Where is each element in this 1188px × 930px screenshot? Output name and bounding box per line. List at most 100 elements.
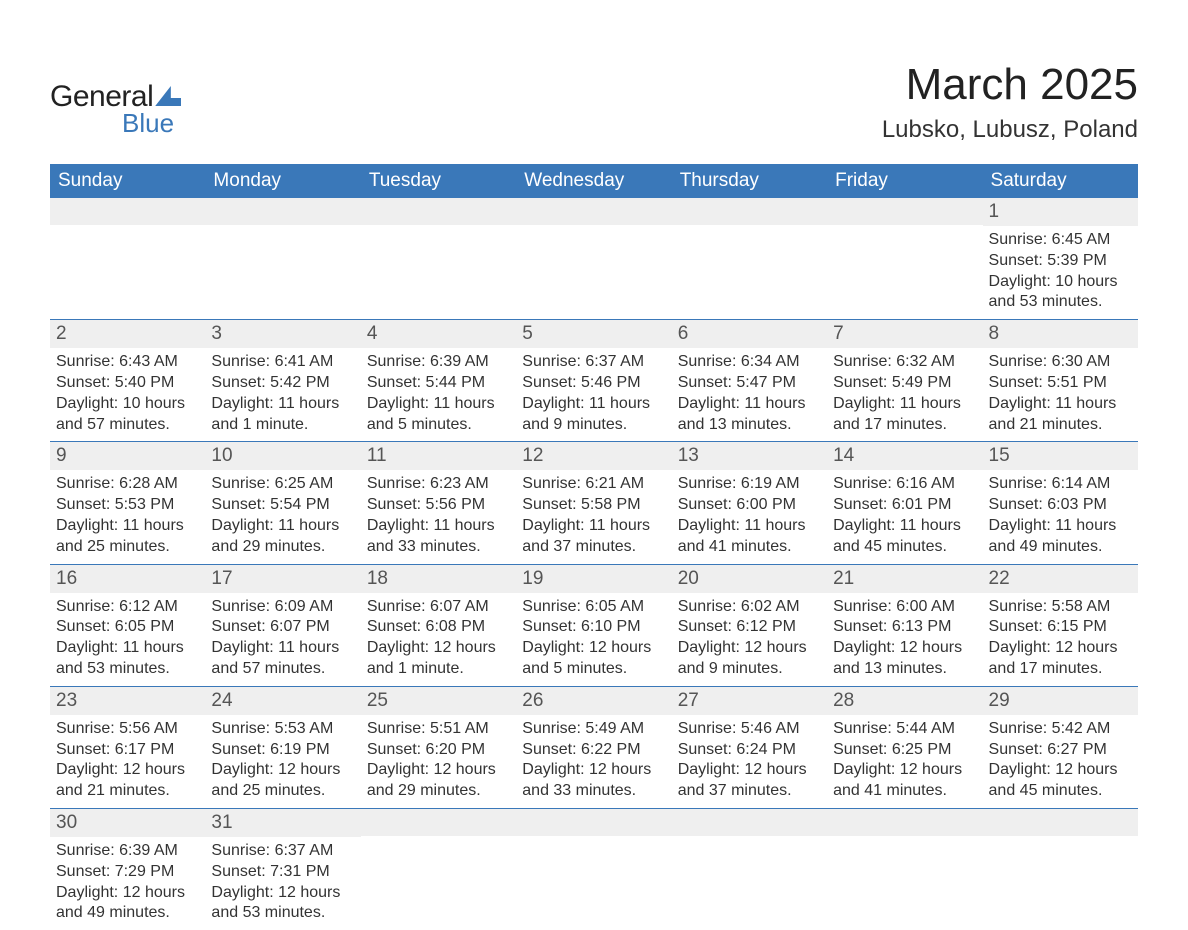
daylight-text: Daylight: 12 hours and 17 minutes.: [989, 638, 1132, 680]
sunset-text: Sunset: 5:58 PM: [522, 495, 665, 516]
day-data: Sunrise: 6:23 AMSunset: 5:56 PMDaylight:…: [361, 470, 516, 563]
day-data: Sunrise: 6:25 AMSunset: 5:54 PMDaylight:…: [205, 470, 360, 563]
calendar-day: 7Sunrise: 6:32 AMSunset: 5:49 PMDaylight…: [827, 320, 982, 441]
daylight-text: Daylight: 11 hours and 45 minutes.: [833, 516, 976, 558]
logo-shape-icon: [155, 86, 181, 106]
sunset-text: Sunset: 5:49 PM: [833, 373, 976, 394]
day-data: [672, 836, 827, 846]
calendar-week: 9Sunrise: 6:28 AMSunset: 5:53 PMDaylight…: [50, 441, 1138, 563]
sunset-text: Sunset: 6:00 PM: [678, 495, 821, 516]
daylight-text: Daylight: 12 hours and 45 minutes.: [989, 760, 1132, 802]
daylight-text: Daylight: 11 hours and 33 minutes.: [367, 516, 510, 558]
day-number: 2: [50, 320, 205, 348]
day-number: [205, 198, 360, 225]
calendar-day: 25Sunrise: 5:51 AMSunset: 6:20 PMDayligh…: [361, 687, 516, 808]
day-data: Sunrise: 6:34 AMSunset: 5:47 PMDaylight:…: [672, 348, 827, 441]
sunrise-text: Sunrise: 6:07 AM: [367, 597, 510, 618]
sunset-text: Sunset: 6:15 PM: [989, 617, 1132, 638]
day-data: Sunrise: 6:43 AMSunset: 5:40 PMDaylight:…: [50, 348, 205, 441]
day-data: Sunrise: 5:42 AMSunset: 6:27 PMDaylight:…: [983, 715, 1138, 808]
daylight-text: Daylight: 12 hours and 29 minutes.: [367, 760, 510, 802]
calendar-day: 31Sunrise: 6:37 AMSunset: 7:31 PMDayligh…: [205, 809, 360, 930]
calendar-week: 1Sunrise: 6:45 AMSunset: 5:39 PMDaylight…: [50, 198, 1138, 319]
sunrise-text: Sunrise: 5:49 AM: [522, 719, 665, 740]
calendar-day: 15Sunrise: 6:14 AMSunset: 6:03 PMDayligh…: [983, 442, 1138, 563]
day-data: [827, 836, 982, 846]
day-data: [361, 225, 516, 235]
sunset-text: Sunset: 6:05 PM: [56, 617, 199, 638]
calendar-day: [983, 809, 1138, 930]
calendar-day: 26Sunrise: 5:49 AMSunset: 6:22 PMDayligh…: [516, 687, 671, 808]
day-number: 21: [827, 565, 982, 593]
calendar-day: [50, 198, 205, 319]
calendar-day: [361, 198, 516, 319]
calendar-week: 2Sunrise: 6:43 AMSunset: 5:40 PMDaylight…: [50, 319, 1138, 441]
daylight-text: Daylight: 11 hours and 1 minute.: [211, 394, 354, 436]
sunrise-text: Sunrise: 5:44 AM: [833, 719, 976, 740]
day-number: 10: [205, 442, 360, 470]
logo: General Blue: [50, 80, 181, 139]
sunrise-text: Sunrise: 6:39 AM: [56, 841, 199, 862]
day-number: 1: [983, 198, 1138, 226]
day-data: Sunrise: 6:07 AMSunset: 6:08 PMDaylight:…: [361, 593, 516, 686]
sunrise-text: Sunrise: 6:00 AM: [833, 597, 976, 618]
day-number: 12: [516, 442, 671, 470]
daylight-text: Daylight: 10 hours and 53 minutes.: [989, 272, 1132, 314]
sunrise-text: Sunrise: 6:30 AM: [989, 352, 1132, 373]
day-data: Sunrise: 5:49 AMSunset: 6:22 PMDaylight:…: [516, 715, 671, 808]
calendar-day: 17Sunrise: 6:09 AMSunset: 6:07 PMDayligh…: [205, 565, 360, 686]
logo-text-blue: Blue: [122, 108, 181, 139]
day-data: Sunrise: 6:45 AMSunset: 5:39 PMDaylight:…: [983, 226, 1138, 319]
day-number: 6: [672, 320, 827, 348]
daylight-text: Daylight: 12 hours and 1 minute.: [367, 638, 510, 680]
day-number: 15: [983, 442, 1138, 470]
calendar-day: 5Sunrise: 6:37 AMSunset: 5:46 PMDaylight…: [516, 320, 671, 441]
calendar: Sunday Monday Tuesday Wednesday Thursday…: [50, 164, 1138, 930]
sunrise-text: Sunrise: 5:53 AM: [211, 719, 354, 740]
weekday-sunday: Sunday: [50, 164, 205, 198]
weekday-friday: Friday: [827, 164, 982, 198]
calendar-day: 1Sunrise: 6:45 AMSunset: 5:39 PMDaylight…: [983, 198, 1138, 319]
sunrise-text: Sunrise: 6:37 AM: [522, 352, 665, 373]
daylight-text: Daylight: 12 hours and 21 minutes.: [56, 760, 199, 802]
title-block: March 2025 Lubsko, Lubusz, Poland: [882, 60, 1138, 144]
calendar-day: [827, 809, 982, 930]
weekday-monday: Monday: [205, 164, 360, 198]
calendar-day: 2Sunrise: 6:43 AMSunset: 5:40 PMDaylight…: [50, 320, 205, 441]
sunrise-text: Sunrise: 6:43 AM: [56, 352, 199, 373]
calendar-day: [205, 198, 360, 319]
day-number: 24: [205, 687, 360, 715]
sunrise-text: Sunrise: 6:25 AM: [211, 474, 354, 495]
day-number: 30: [50, 809, 205, 837]
calendar-day: 21Sunrise: 6:00 AMSunset: 6:13 PMDayligh…: [827, 565, 982, 686]
sunset-text: Sunset: 6:19 PM: [211, 740, 354, 761]
day-data: [983, 836, 1138, 846]
calendar-day: 20Sunrise: 6:02 AMSunset: 6:12 PMDayligh…: [672, 565, 827, 686]
daylight-text: Daylight: 12 hours and 33 minutes.: [522, 760, 665, 802]
day-data: [516, 836, 671, 846]
sunrise-text: Sunrise: 6:21 AM: [522, 474, 665, 495]
day-data: Sunrise: 6:19 AMSunset: 6:00 PMDaylight:…: [672, 470, 827, 563]
sunrise-text: Sunrise: 6:28 AM: [56, 474, 199, 495]
sunset-text: Sunset: 5:39 PM: [989, 251, 1132, 272]
day-number: 20: [672, 565, 827, 593]
calendar-day: [827, 198, 982, 319]
day-number: 18: [361, 565, 516, 593]
day-data: Sunrise: 6:39 AMSunset: 7:29 PMDaylight:…: [50, 837, 205, 930]
location: Lubsko, Lubusz, Poland: [882, 116, 1138, 144]
calendar-day: 30Sunrise: 6:39 AMSunset: 7:29 PMDayligh…: [50, 809, 205, 930]
day-data: [361, 836, 516, 846]
day-data: Sunrise: 5:46 AMSunset: 6:24 PMDaylight:…: [672, 715, 827, 808]
day-number: 25: [361, 687, 516, 715]
day-number: [516, 198, 671, 225]
daylight-text: Daylight: 12 hours and 9 minutes.: [678, 638, 821, 680]
day-number: 17: [205, 565, 360, 593]
calendar-day: 24Sunrise: 5:53 AMSunset: 6:19 PMDayligh…: [205, 687, 360, 808]
sunrise-text: Sunrise: 6:19 AM: [678, 474, 821, 495]
sunset-text: Sunset: 6:03 PM: [989, 495, 1132, 516]
calendar-day: 18Sunrise: 6:07 AMSunset: 6:08 PMDayligh…: [361, 565, 516, 686]
day-number: [361, 198, 516, 225]
day-number: 4: [361, 320, 516, 348]
day-data: Sunrise: 6:02 AMSunset: 6:12 PMDaylight:…: [672, 593, 827, 686]
calendar-day: [516, 809, 671, 930]
